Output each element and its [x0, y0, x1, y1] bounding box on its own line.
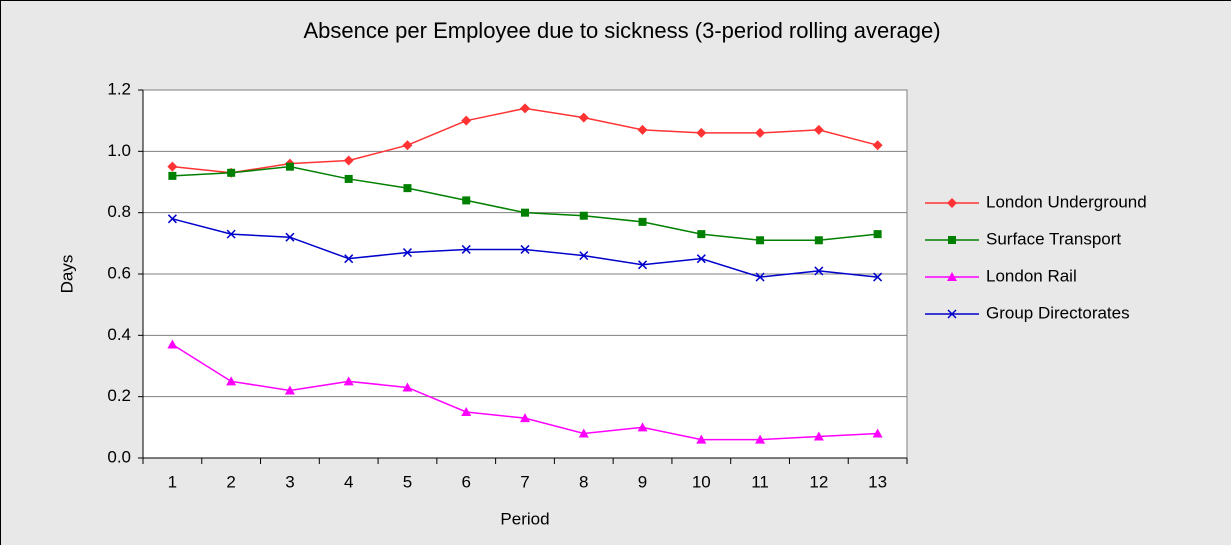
marker [696, 127, 707, 138]
y-tick-label: 0.0 [107, 447, 131, 466]
x-tick-label: 9 [638, 472, 647, 491]
marker [696, 254, 706, 264]
marker [167, 214, 177, 224]
marker [461, 115, 472, 126]
marker [343, 155, 354, 166]
marker [344, 174, 353, 183]
marker [872, 140, 883, 151]
y-tick-label: 1.2 [107, 79, 131, 98]
marker [462, 196, 471, 205]
marker [814, 266, 824, 276]
x-tick-label: 8 [579, 472, 588, 491]
marker [637, 422, 648, 432]
marker [813, 431, 824, 441]
y-tick-label: 0.8 [107, 202, 131, 221]
marker [520, 103, 530, 114]
marker [167, 339, 178, 349]
y-tick-label: 1.0 [107, 141, 131, 160]
marker [755, 127, 766, 138]
y-tick-label: 0.6 [107, 263, 131, 282]
marker [637, 124, 648, 135]
marker [947, 309, 957, 319]
marker [638, 217, 647, 226]
marker [872, 428, 883, 438]
marker [521, 208, 529, 217]
marker [344, 254, 354, 264]
marker [402, 382, 413, 392]
marker [873, 230, 882, 239]
x-tick-label: 11 [751, 472, 769, 491]
marker [403, 184, 412, 193]
marker [285, 232, 295, 242]
chart-title: Absence per Employee due to sickness (3-… [303, 18, 940, 43]
x-tick-label: 1 [168, 472, 177, 491]
marker [947, 272, 957, 281]
x-tick-label: 3 [285, 472, 294, 491]
marker [756, 236, 765, 245]
legend-label: Surface Transport [986, 229, 1121, 248]
legend-label: London Rail [986, 266, 1077, 285]
marker [402, 140, 413, 151]
marker [227, 168, 236, 177]
marker [578, 428, 589, 438]
marker [755, 434, 766, 444]
marker [948, 236, 956, 244]
marker [520, 244, 530, 254]
marker [520, 413, 530, 423]
marker [461, 244, 471, 254]
marker [873, 272, 883, 282]
x-tick-label: 13 [868, 472, 887, 491]
marker [579, 211, 588, 220]
marker [813, 124, 824, 135]
marker [638, 260, 648, 270]
marker [814, 236, 823, 245]
marker [226, 229, 236, 239]
marker [167, 161, 178, 172]
x-tick-label: 10 [692, 472, 711, 491]
marker [755, 272, 765, 282]
marker [947, 198, 957, 208]
marker [285, 162, 294, 171]
x-tick-label: 5 [403, 472, 412, 491]
x-tick-label: 4 [344, 472, 353, 491]
x-tick-label: 6 [461, 472, 470, 491]
marker [343, 376, 354, 386]
marker [226, 376, 237, 386]
y-tick-label: 0.4 [107, 325, 131, 344]
x-tick-label: 12 [809, 472, 828, 491]
marker [696, 434, 707, 444]
marker [697, 230, 706, 239]
marker [461, 407, 472, 416]
legend-label: London Underground [986, 192, 1147, 211]
x-tick-label: 7 [520, 472, 529, 491]
y-axis-label: Days [57, 255, 76, 294]
marker [168, 171, 177, 180]
x-axis-label: Period [500, 509, 549, 528]
legend-label: Group Directorates [986, 303, 1130, 322]
marker [579, 251, 589, 261]
y-tick-label: 0.2 [107, 386, 131, 405]
marker [284, 385, 295, 395]
marker [578, 112, 589, 123]
x-tick-label: 2 [226, 472, 235, 491]
marker [402, 248, 412, 258]
